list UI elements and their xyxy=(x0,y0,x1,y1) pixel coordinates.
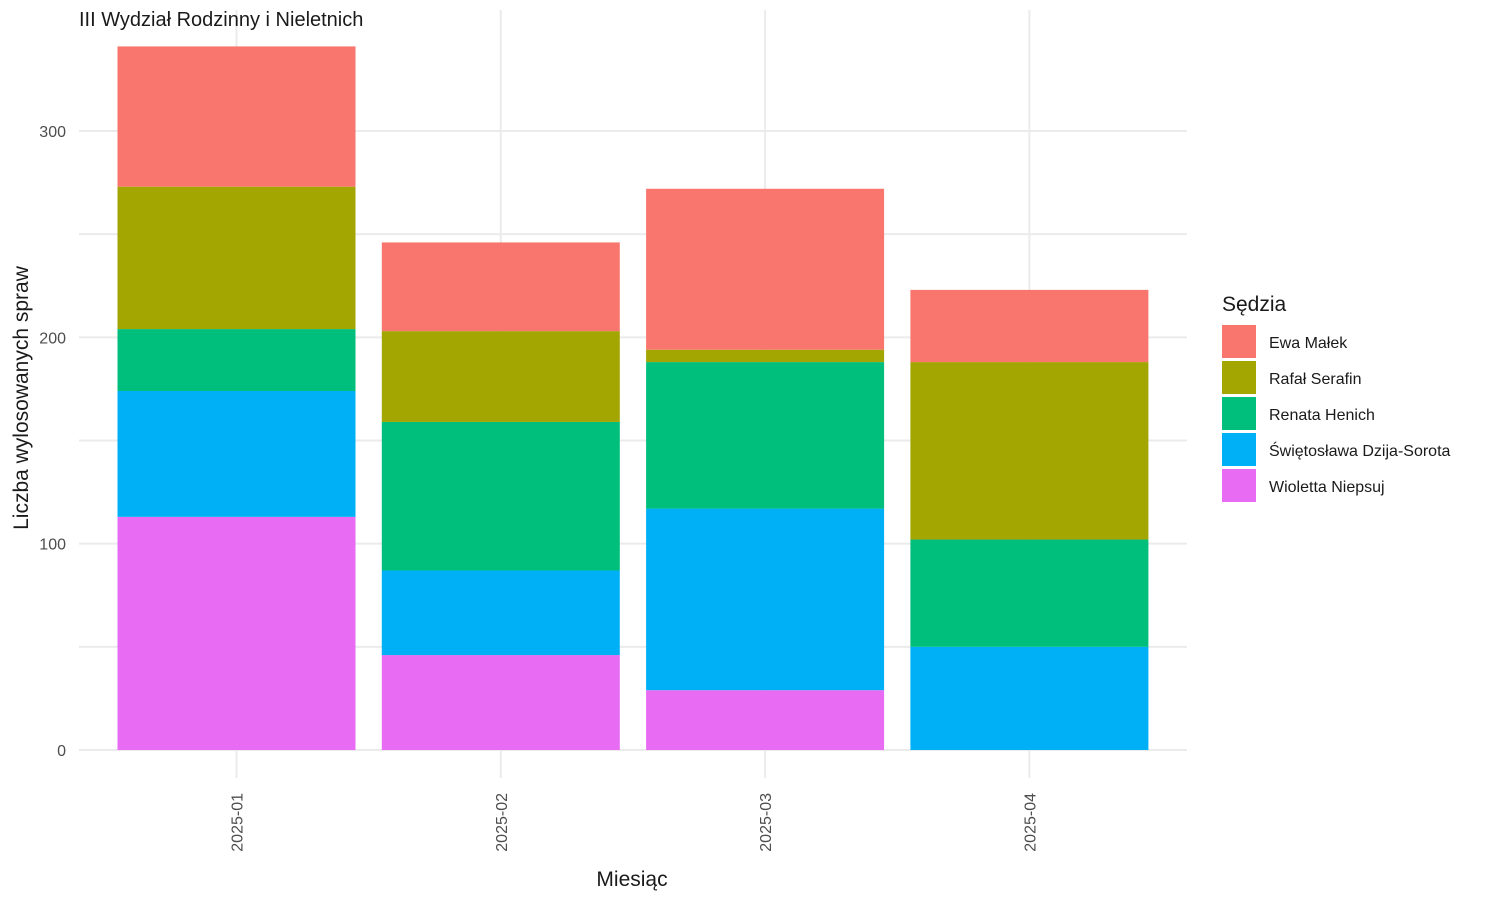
x-tick-label: 2025-03 xyxy=(758,793,775,852)
bar-segment xyxy=(910,289,1149,363)
x-tick-label: 2025-04 xyxy=(1022,793,1039,852)
legend-label: Renata Henich xyxy=(1269,407,1375,424)
x-tick-label: 2025-02 xyxy=(494,793,511,852)
x-axis-ticks: 2025-01 2025-02 2025-03 2025-04 xyxy=(230,793,1040,852)
bar-segment xyxy=(117,390,356,517)
y-tick-label: 200 xyxy=(39,330,66,347)
bar-segment xyxy=(381,242,620,332)
legend-swatch xyxy=(1222,325,1256,358)
bar-segment xyxy=(646,188,885,350)
chart-title: III Wydział Rodzinny i Nieletnich xyxy=(79,9,363,31)
bar-segment xyxy=(910,539,1149,647)
bar-segment xyxy=(117,46,356,187)
legend-label: Ewa Małek xyxy=(1269,335,1348,352)
bar-segment xyxy=(381,655,620,750)
legend-swatch xyxy=(1222,361,1256,394)
bar-segment xyxy=(910,646,1149,750)
y-axis-title: Liczba wylosowanych spraw xyxy=(10,265,33,530)
bars xyxy=(117,46,1149,750)
legend-swatch xyxy=(1222,397,1256,430)
y-axis-ticks: 0 100 200 300 xyxy=(39,124,66,760)
legend-swatch xyxy=(1222,469,1256,502)
bar-segment xyxy=(646,508,885,691)
bar-segment xyxy=(117,329,356,391)
x-axis-title: Miesiąc xyxy=(596,868,667,891)
bar-segment xyxy=(381,421,620,571)
legend-label: Rafał Serafin xyxy=(1269,371,1362,388)
y-tick-label: 100 xyxy=(39,537,66,554)
bar-segment xyxy=(910,362,1149,540)
x-tick-label: 2025-01 xyxy=(230,793,247,852)
y-tick-label: 0 xyxy=(57,743,66,760)
legend-label: Wioletta Niepsuj xyxy=(1269,479,1385,496)
legend: Sędzia Ewa Małek Rafał Serafin Renata Heni… xyxy=(1222,293,1451,502)
bar-segment xyxy=(646,362,885,509)
bar-segment xyxy=(646,690,885,750)
bar-segment xyxy=(381,331,620,422)
legend-title: Sędzia xyxy=(1222,293,1287,316)
bar-segment xyxy=(117,516,356,750)
legend-label: Świętosława Dzija-Sorota xyxy=(1269,441,1451,460)
y-tick-label: 300 xyxy=(39,124,66,141)
bar-segment xyxy=(381,570,620,656)
legend-swatch xyxy=(1222,433,1256,466)
bar-segment xyxy=(117,186,356,330)
bar-segment xyxy=(646,349,885,363)
